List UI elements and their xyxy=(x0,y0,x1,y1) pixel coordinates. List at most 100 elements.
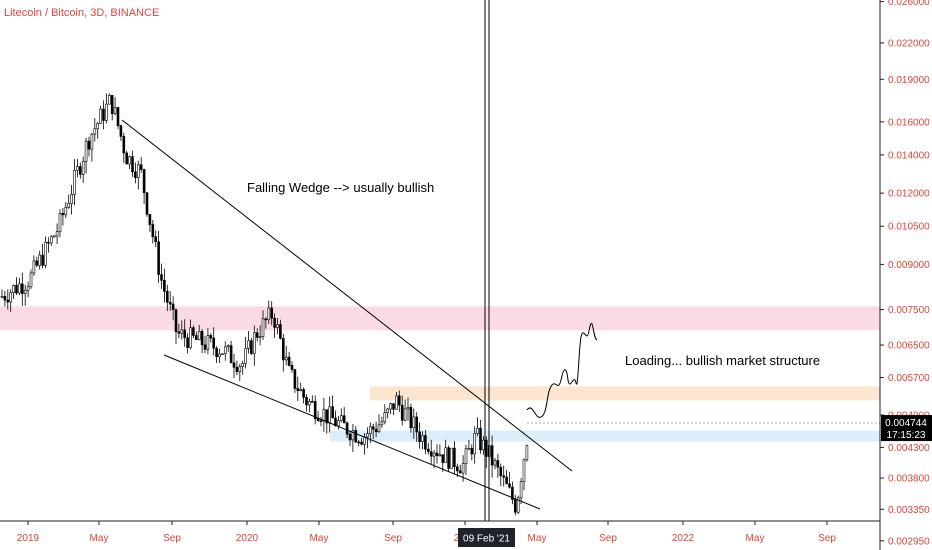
candle-body-28 xyxy=(81,161,85,175)
candle-body-171 xyxy=(496,460,500,468)
y-tick-label-2: 0.022000 xyxy=(888,38,930,49)
candle-body-76 xyxy=(221,353,224,356)
candle-body-77 xyxy=(224,346,227,355)
x-tick-label-4: May xyxy=(310,533,329,544)
bullish-structure-annotation: Loading... bullish market structure xyxy=(625,353,821,368)
candle-body-54 xyxy=(157,241,160,275)
candle-body-42 xyxy=(122,136,126,154)
candle-body-3 xyxy=(9,292,12,303)
candle-body-31 xyxy=(90,133,94,150)
candle-body-21 xyxy=(61,213,65,216)
candle-body-60 xyxy=(174,309,178,333)
candle-body-150 xyxy=(435,452,439,456)
candle-body-125 xyxy=(363,436,366,445)
y-tick-label-14: 0.003800 xyxy=(888,474,930,485)
x-tick-label-9: 2022 xyxy=(672,533,695,544)
candle-body-80 xyxy=(232,362,236,368)
candle-body-139 xyxy=(403,408,407,421)
candle-body-138 xyxy=(400,404,404,421)
candle-body-106 xyxy=(308,401,311,406)
candle-body-27 xyxy=(79,166,82,175)
candle-body-145 xyxy=(421,435,424,442)
y-tick-label-9: 0.007500 xyxy=(888,305,930,316)
falling-wedge-annotation: Falling Wedge --> usually bullish xyxy=(247,180,435,195)
candle-body-136 xyxy=(395,395,398,410)
candle-body-101 xyxy=(293,369,297,389)
x-tick-label-3: 2020 xyxy=(236,533,259,544)
candle-body-98 xyxy=(284,356,288,361)
x-tick-label-5: Sep xyxy=(384,533,402,544)
projection-path xyxy=(526,322,598,418)
candle-body-121 xyxy=(351,430,355,441)
y-tick-label-16: 0.002950 xyxy=(888,536,930,547)
candle-body-74 xyxy=(215,347,218,358)
candle-body-70 xyxy=(203,344,207,350)
candle-body-79 xyxy=(229,345,233,364)
candle-body-93 xyxy=(270,307,274,319)
candle-body-11 xyxy=(32,260,36,274)
candle-body-67 xyxy=(195,335,198,341)
candle-body-104 xyxy=(302,389,305,398)
candle-body-96 xyxy=(279,324,282,339)
candle-body-128 xyxy=(371,426,375,430)
candle-body-62 xyxy=(180,329,184,334)
x-tick-label-8: Sep xyxy=(599,533,617,544)
price-marker-value: 0.004744 xyxy=(885,418,927,429)
candle-body-14 xyxy=(41,254,44,266)
candle-body-142 xyxy=(412,416,416,429)
candle-body-78 xyxy=(226,345,230,348)
candle-body-32 xyxy=(93,128,97,135)
candle-body-13 xyxy=(38,254,42,266)
candle-body-20 xyxy=(58,213,62,232)
wedge-upper-line xyxy=(121,119,573,472)
candle-body-0 xyxy=(0,296,4,298)
candle-body-34 xyxy=(99,108,102,124)
candle-body-44 xyxy=(128,156,131,165)
candle-body-108 xyxy=(313,401,317,419)
candle-body-162 xyxy=(470,448,474,455)
candle-body-65 xyxy=(189,327,192,348)
candle-body-179 xyxy=(519,481,523,499)
candle-body-37 xyxy=(108,95,111,105)
candle-body-178 xyxy=(516,497,520,513)
candle-body-144 xyxy=(418,431,421,442)
candle-body-53 xyxy=(154,236,157,243)
candle-body-48 xyxy=(139,164,143,170)
candle-body-154 xyxy=(447,447,450,469)
candlestick-series xyxy=(0,93,529,516)
candle-body-114 xyxy=(331,406,334,419)
candle-body-156 xyxy=(453,447,456,468)
candle-body-51 xyxy=(148,214,152,225)
candle-body-175 xyxy=(508,483,511,488)
candle-body-180 xyxy=(522,459,526,482)
candle-body-157 xyxy=(455,466,459,472)
candle-body-141 xyxy=(409,407,413,429)
x-tick-label-7: May xyxy=(528,533,547,544)
candle-body-117 xyxy=(339,415,343,421)
candle-body-170 xyxy=(493,460,497,466)
y-tick-label-4: 0.016000 xyxy=(888,117,930,128)
candle-body-26 xyxy=(76,166,79,171)
candle-body-22 xyxy=(64,206,68,216)
candle-body-58 xyxy=(168,301,172,305)
candle-body-124 xyxy=(360,441,363,445)
candle-body-99 xyxy=(287,356,291,366)
candle-body-41 xyxy=(119,125,123,137)
y-tick-label-10: 0.006500 xyxy=(888,341,930,352)
candle-body-2 xyxy=(6,299,10,303)
candle-body-143 xyxy=(415,416,419,433)
candle-body-39 xyxy=(113,107,117,114)
candle-body-25 xyxy=(73,170,76,195)
candle-body-166 xyxy=(482,439,485,451)
candle-body-159 xyxy=(461,463,465,474)
candle-body-152 xyxy=(441,454,445,463)
candle-body-7 xyxy=(20,283,24,294)
candle-body-29 xyxy=(84,140,88,162)
x-tick-label-10: May xyxy=(746,533,765,544)
candle-body-61 xyxy=(177,331,181,334)
candle-body-111 xyxy=(322,409,326,422)
x-tick-label-1: May xyxy=(90,533,109,544)
candle-body-68 xyxy=(197,330,201,341)
